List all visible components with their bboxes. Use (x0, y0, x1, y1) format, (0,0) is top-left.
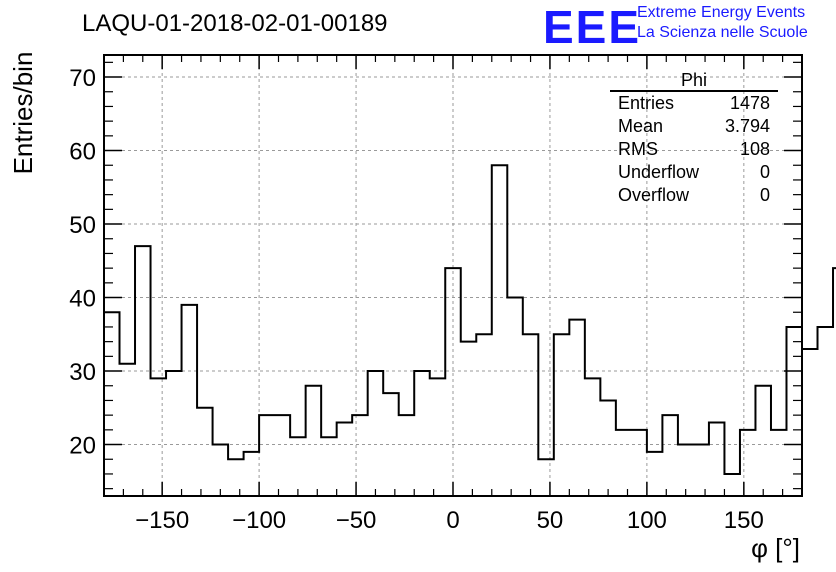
x-tick-label: 50 (537, 507, 564, 534)
y-tick-label: 40 (69, 286, 96, 313)
stats-value: 1478 (729, 93, 770, 113)
y-tick-label: 50 (69, 212, 96, 239)
y-axis-label: Entries/bin (8, 52, 38, 175)
x-tick-label: −50 (336, 507, 377, 534)
stats-box: Phi Entries 1478 Mean 3.794 RMS 108 Unde… (610, 70, 778, 207)
logo-line-1: Extreme Energy Events (637, 4, 806, 21)
logo-line-2: La Scienza nelle Scuole (637, 24, 808, 41)
stats-value: 108 (739, 139, 770, 159)
x-tick-label: 0 (446, 507, 459, 534)
stats-value: 3.794 (724, 116, 770, 136)
stats-value: 0 (759, 162, 770, 182)
y-tick-label: 70 (69, 65, 96, 92)
axis-ticks (104, 55, 802, 496)
stats-value: 0 (759, 185, 770, 205)
x-tick-label: 150 (724, 507, 764, 534)
tick-labels: −150 −100 −50 0 50 100 150 20 30 40 50 60 70 (69, 65, 764, 534)
stats-row-overflow: Overflow 0 (610, 184, 778, 207)
histogram-line (104, 164, 836, 475)
x-tick-label: 100 (627, 507, 667, 534)
y-tick-label: 20 (69, 433, 96, 460)
y-tick-label: 60 (69, 139, 96, 166)
x-tick-label: −100 (232, 507, 286, 534)
stats-label: Overflow (618, 185, 690, 205)
stats-label: Underflow (618, 162, 700, 182)
stats-label: Entries (618, 93, 675, 113)
chart-title: LAQU-01-2018-02-01-00189 (82, 10, 388, 37)
stats-label: Mean (618, 116, 664, 136)
stats-row-underflow: Underflow 0 (610, 161, 778, 184)
x-tick-label: −150 (135, 507, 189, 534)
y-tick-label: 30 (69, 359, 96, 386)
stats-row-rms: RMS 108 (610, 138, 778, 161)
stats-row-mean: Mean 3.794 (610, 115, 778, 138)
eee-logo: EEE (543, 1, 642, 53)
x-axis-label: φ [°] (751, 533, 800, 563)
stats-label: RMS (618, 139, 658, 159)
stats-title: Phi (610, 70, 778, 92)
stats-row-entries: Entries 1478 (610, 92, 778, 115)
